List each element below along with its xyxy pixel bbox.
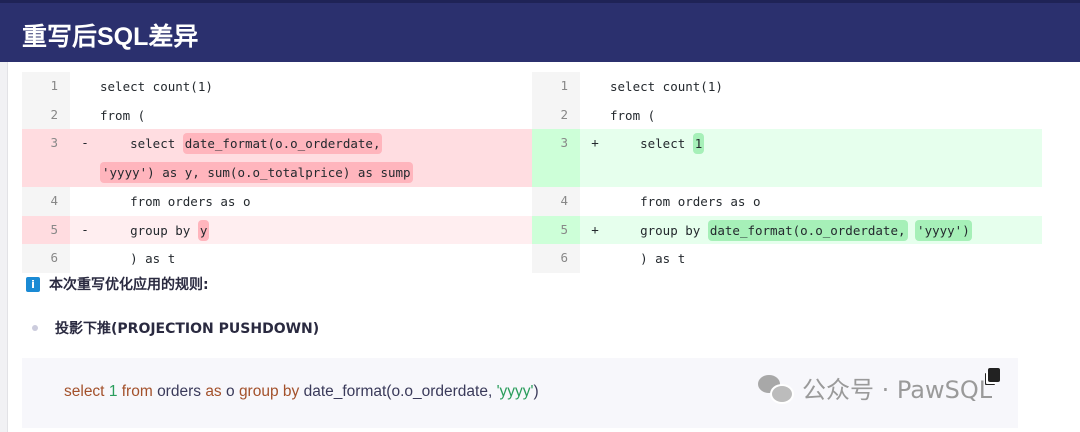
code: from orders as o [100,194,251,209]
code-text: from orders as o [610,181,1042,216]
diff-line: 3- select date_format(o.o_orderdate, 'yy… [22,129,532,187]
line-number: 3 [532,129,580,187]
rule-text: 投影下推(PROJECTION PUSHDOWN) [55,321,320,337]
line-number: 5 [22,215,70,244]
changed-token: date_format(o.o_orderdate, [707,219,908,241]
diff-sign [70,187,100,216]
watermark-text: 公众号 · PawSQL [802,376,993,404]
num: 1 [108,383,118,400]
code: from ( [100,107,146,123]
watermark: 公众号 · PawSQL [758,370,992,405]
diff-line: 3 + select 1 [532,129,1042,187]
diff-sign: + [591,221,599,237]
kw: group by [238,383,300,400]
kw: as [205,383,222,400]
diff-line: 6 ) as t [22,244,532,273]
rule-item: 投影下推(PROJECTION PUSHDOWN) [32,318,319,338]
code-text: ) as t [610,238,1042,273]
diff-line: 1 select count(1) [22,72,532,101]
header: 重写后SQL差异 [0,0,1080,62]
code: from ( [610,107,656,123]
diff-sign [580,101,610,130]
diff-sign: + [591,135,599,150]
line-number: 3 [22,129,70,187]
diff-line: 5 + group by date_format(o.o_orderdate, '… [532,215,1042,244]
bullet-icon [32,325,38,331]
diff-line: 1 select count(1) [532,72,1042,101]
code: group by [610,222,708,238]
line-number: 4 [532,187,580,216]
code-text: from ( [100,95,532,130]
diff-line: 4 from orders as o [22,187,532,216]
diff-line: 6 ) as t [532,244,1042,273]
code-text: select count(1) [610,66,1042,101]
diff-sign [580,244,610,273]
line-number: 6 [532,244,580,273]
code: select count(1) [610,79,723,94]
kw: select [64,383,105,400]
diff-line: 4 from orders as o [532,187,1042,216]
changed-token: 1 [692,133,705,154]
changed-token: date_format(o.o_orderdate, [182,133,383,154]
diff-line: 2 from ( [22,100,532,130]
code-text: group by y [100,210,532,245]
rewritten-sql: select 1 from orders as o group by date_… [64,383,539,401]
diff-sign [580,72,610,101]
diff-sign [70,101,100,130]
string: 'yyyy' [496,383,534,400]
code: select count(1) [100,79,213,94]
code-text: from orders as o [100,181,532,216]
code: group by [100,222,198,238]
kw: from [121,383,153,400]
diff-line: 2 from ( [532,100,1042,130]
rules-heading-text: 本次重写优化应用的规则: [49,277,209,293]
ident: o [226,383,235,400]
line-number: 6 [22,244,70,273]
diff-sign [70,244,100,273]
code-text: group by date_format(o.o_orderdate, 'yyy… [610,210,1042,245]
line-number: 1 [532,72,580,101]
diff-line: 5- group by y [22,215,532,244]
code-text: select count(1) [100,66,532,101]
line-number: 2 [22,100,70,129]
copy-icon[interactable] [988,368,1000,382]
line-number: 2 [532,100,580,129]
line-number: 1 [22,72,70,101]
changed-token: 'yyyy') [915,219,972,241]
info-icon: i [26,276,40,292]
diff-sign [580,187,610,216]
diff-left: 1 select count(1) 2 from (3- select date_fo… [22,72,532,273]
code: select [100,136,183,151]
code: ) as t [100,251,176,266]
line-number: 4 [22,187,70,216]
code: from orders as o [610,194,761,209]
wechat-icon [758,374,794,404]
ident: orders [157,383,201,400]
page-title: 重写后SQL差异 [22,23,199,51]
diff-sign: - [81,135,89,150]
left-edge [0,62,8,432]
ident: date_format(o.o_orderdate, [303,383,497,400]
code: ) as t [610,251,686,266]
ident: ) [533,383,539,400]
diff-sign: - [81,221,89,237]
code-text: from ( [610,95,1042,130]
line-number: 5 [532,215,580,244]
code: select [610,136,693,151]
code-text: select 1 [610,123,1042,187]
diff-sign [70,72,100,101]
changed-token: y [197,219,210,241]
rewritten-sql-box: select 1 from orders as o group by date_… [22,358,1018,428]
rules-heading: i 本次重写优化应用的规则: [26,274,209,294]
code-text: ) as t [100,238,532,273]
code-text: select date_format(o.o_orderdate, 'yyyy'… [100,123,532,187]
changed-token: 'yyyy') as y, sum(o.o_totalprice) as sum… [100,162,413,183]
